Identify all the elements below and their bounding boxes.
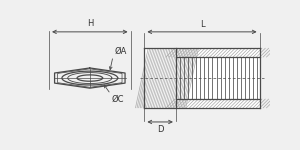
Text: ØA: ØA — [114, 46, 127, 56]
FancyBboxPatch shape — [145, 48, 260, 108]
Text: D: D — [157, 125, 164, 134]
Text: ØC: ØC — [112, 95, 124, 104]
Text: L: L — [200, 20, 204, 29]
Text: H: H — [87, 19, 93, 28]
